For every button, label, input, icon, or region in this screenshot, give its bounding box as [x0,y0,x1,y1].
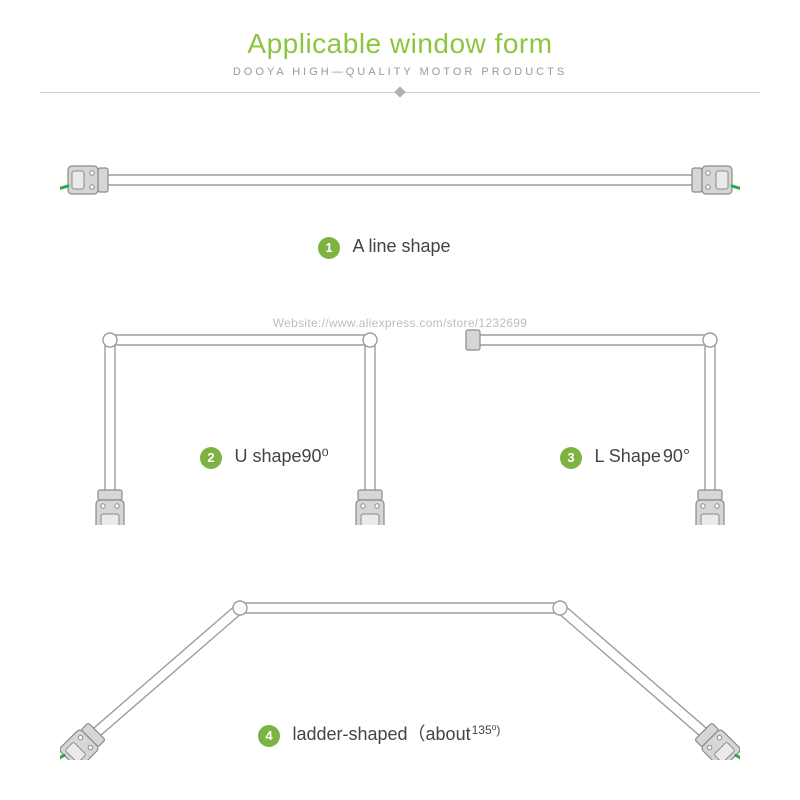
shape-line-label: 1 A line shape [318,236,451,259]
shape-l-label: 3 L Shape90° [560,446,690,469]
shape-ladder-label: 4 ladder-shaped（about135⁰) [258,720,499,747]
page-title: Applicable window form [0,28,800,60]
badge-3: 3 [560,447,582,469]
header: Applicable window form DOOYA HIGH—QUALIT… [0,0,800,78]
page-subtitle: DOOYA HIGH—QUALITY MOTOR PRODUCTS [0,66,800,78]
badge-4: 4 [258,725,280,747]
shape-line-diagram [60,150,740,220]
shape-l-diagram [460,300,740,525]
divider [40,92,760,102]
shape-u-label: 2 U shape 90⁰ [200,446,329,469]
shape-u-diagram [80,300,400,525]
badge-2: 2 [200,447,222,469]
divider-diamond-icon [394,86,405,97]
badge-1: 1 [318,237,340,259]
